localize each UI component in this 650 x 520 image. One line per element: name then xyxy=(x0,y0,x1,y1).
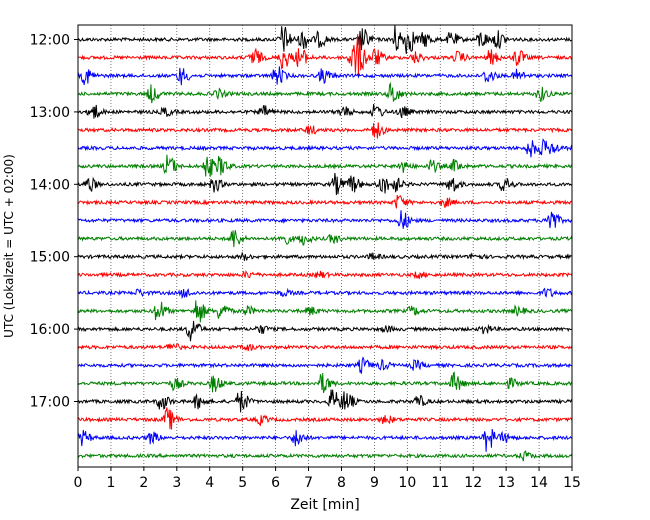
trace-1615 xyxy=(77,343,573,352)
y-tick-label: 12:00 xyxy=(30,33,70,49)
x-axis-label: Zeit [min] xyxy=(290,497,359,513)
x-tick-label: 5 xyxy=(238,475,247,491)
trace-1330 xyxy=(77,138,573,158)
trace-1400 xyxy=(77,172,573,196)
trace-1300 xyxy=(77,103,573,119)
x-tick-label: 7 xyxy=(304,475,313,491)
x-tick-label: 9 xyxy=(370,475,379,491)
y-tick-label: 13:00 xyxy=(30,105,70,121)
y-axis-ticks: 12:00 13:00 14:00 15:00 16:00 17:00 xyxy=(30,33,78,411)
trace-1645 xyxy=(77,371,573,394)
trace-1730 xyxy=(77,428,573,452)
trace-1230 xyxy=(77,66,573,86)
x-tick-label: 0 xyxy=(74,475,83,491)
x-tick-label: 3 xyxy=(172,475,181,491)
plot-area-frame xyxy=(77,24,573,468)
x-tick-label: 12 xyxy=(464,475,482,491)
trace-lines xyxy=(77,24,573,462)
trace-1515 xyxy=(77,269,573,280)
trace-1415 xyxy=(77,194,573,209)
trace-1315 xyxy=(77,122,573,139)
y-tick-label: 17:00 xyxy=(30,395,70,411)
y-axis-label: UTC (Lokalzeit = UTC + 02:00) xyxy=(2,154,16,338)
x-tick-label: 4 xyxy=(205,475,214,491)
trace-1215 xyxy=(77,34,573,77)
trace-1445 xyxy=(77,230,573,248)
x-tick-label: 1 xyxy=(106,475,115,491)
trace-1745 xyxy=(77,450,573,462)
trace-1430 xyxy=(77,210,573,229)
trace-1500 xyxy=(77,251,573,261)
x-tick-label: 2 xyxy=(139,475,148,491)
y-tick-label: 16:00 xyxy=(30,322,70,338)
trace-1630 xyxy=(77,356,573,374)
trace-1345 xyxy=(77,154,573,177)
x-tick-label: 13 xyxy=(497,475,515,491)
x-tick-label: 6 xyxy=(271,475,280,491)
y-tick-label: 14:00 xyxy=(30,177,70,193)
x-tick-label: 15 xyxy=(563,475,581,491)
trace-1700 xyxy=(77,389,573,413)
trace-1530 xyxy=(77,287,573,300)
x-tick-label: 8 xyxy=(337,475,346,491)
x-tick-label: 10 xyxy=(398,475,416,491)
x-tick-label: 11 xyxy=(431,475,449,491)
trace-1245 xyxy=(77,81,573,104)
y-tick-label: 15:00 xyxy=(30,250,70,266)
trace-1715 xyxy=(77,407,573,430)
trace-1600 xyxy=(77,320,573,342)
trace-1200 xyxy=(77,24,573,54)
x-tick-label: 14 xyxy=(530,475,548,491)
trace-1545 xyxy=(77,300,573,323)
x-axis-ticks: 0 1 2 3 4 5 6 7 8 9 10 11 12 13 14 15 xyxy=(74,467,581,491)
